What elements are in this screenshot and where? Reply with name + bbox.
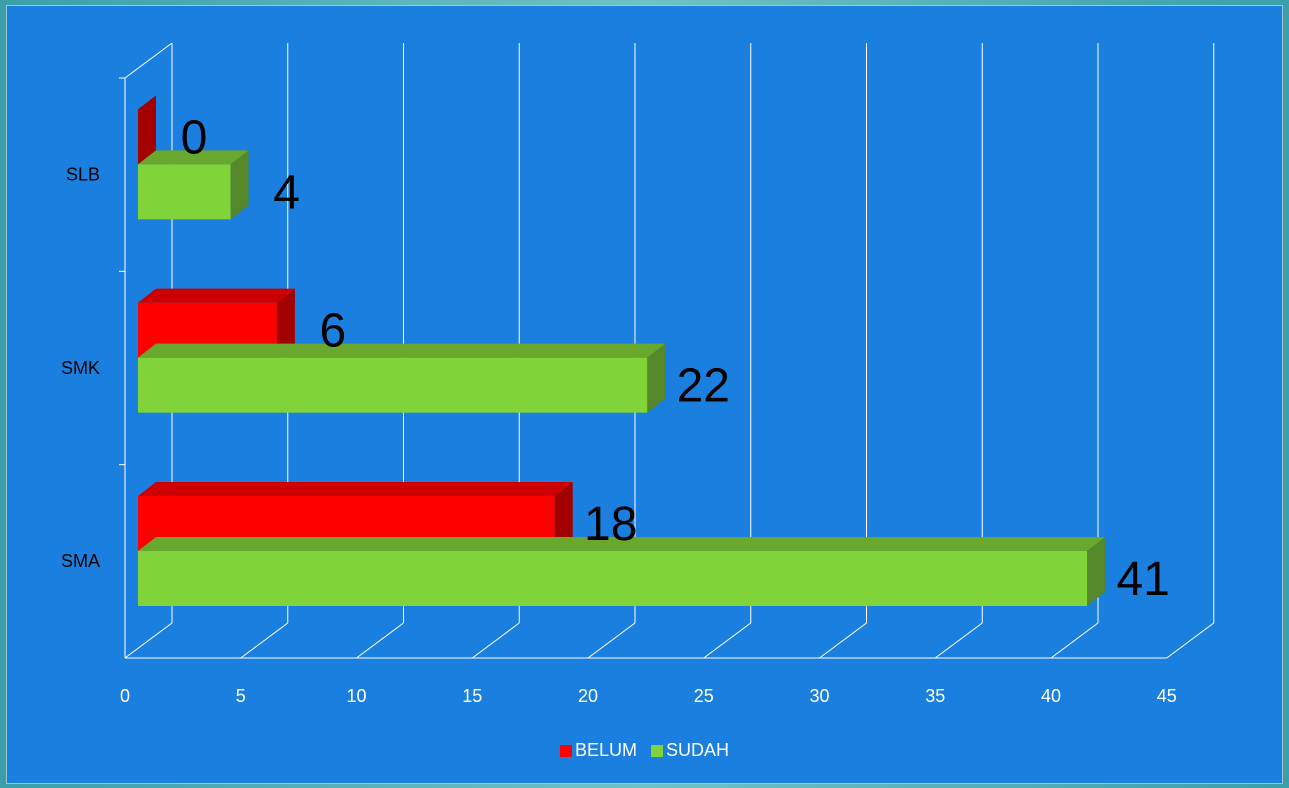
x-tick-label: 10 — [346, 686, 366, 706]
x-tick-label: 20 — [578, 686, 598, 706]
data-label: 41 — [1116, 553, 1169, 606]
legend: BELUM SUDAH — [0, 740, 1289, 761]
x-tick-label: 5 — [236, 686, 246, 706]
y-axis-top-edge — [124, 42, 173, 79]
legend-item-sudah[interactable]: SUDAH — [651, 740, 729, 761]
legend-item-belum[interactable]: BELUM — [559, 740, 637, 761]
y-category-label: SLB — [66, 164, 100, 184]
data-label: 22 — [677, 360, 730, 413]
y-category-label: SMA — [61, 551, 100, 571]
bar-side — [554, 482, 573, 551]
x-tick-label: 30 — [809, 686, 829, 706]
data-label: 6 — [320, 305, 347, 358]
x-tick-label: 0 — [120, 686, 130, 706]
bar-side — [138, 95, 156, 165]
x-tick-label: 40 — [1041, 686, 1061, 706]
bar-top — [138, 537, 1106, 551]
floor-line — [124, 622, 173, 659]
floor-line — [1166, 622, 1215, 659]
floor-line — [356, 622, 404, 659]
floor-line — [587, 622, 636, 659]
x-tick-label: 35 — [925, 686, 945, 706]
floor-line — [471, 622, 520, 659]
data-labels: 18 41 6 22 0 4 — [181, 111, 1170, 606]
bar-top — [138, 482, 573, 496]
bar-side — [1087, 537, 1106, 606]
bar-top — [138, 150, 249, 165]
bar-top — [138, 288, 295, 303]
bar-top — [138, 343, 666, 358]
bar-side — [230, 150, 249, 220]
data-label: 18 — [584, 498, 637, 551]
floor-line — [1050, 622, 1099, 659]
bars — [138, 95, 1106, 606]
legend-label-sudah: SUDAH — [666, 740, 730, 760]
legend-label-belum: BELUM — [574, 740, 637, 760]
bar-front — [138, 357, 648, 413]
x-tick-label: 45 — [1157, 686, 1177, 706]
x-tick-label: 25 — [694, 686, 714, 706]
legend-swatch-sudah — [651, 744, 663, 757]
data-label: 0 — [181, 111, 208, 164]
bar-side — [647, 343, 666, 413]
y-category-label: SMK — [61, 358, 100, 378]
floor-line — [240, 622, 289, 659]
bar-side — [276, 288, 295, 358]
bar-front — [138, 551, 1088, 606]
x-tick-label: 15 — [462, 686, 482, 706]
floor-line — [703, 622, 752, 659]
floor-line — [934, 622, 983, 659]
bar-front — [138, 164, 231, 220]
floor-line — [819, 622, 867, 659]
data-label: 4 — [273, 166, 300, 219]
legend-swatch-belum — [559, 744, 572, 757]
